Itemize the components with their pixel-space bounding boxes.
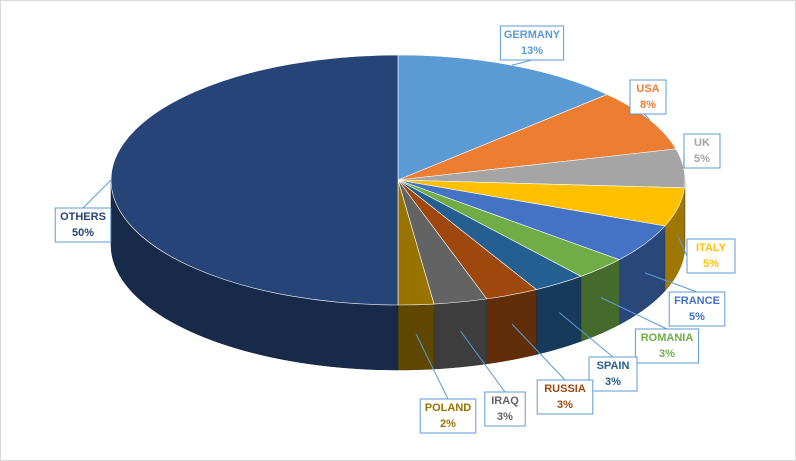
value-label: 5% [694, 153, 710, 165]
value-label: 3% [659, 348, 675, 360]
value-label: 50% [72, 227, 94, 239]
category-label: ITALY [696, 242, 727, 254]
category-label: IRAQ [491, 395, 519, 407]
label-box [629, 79, 667, 115]
leader-line [511, 323, 566, 381]
category-label: ROMANIA [641, 332, 694, 344]
category-label: FRANCE [674, 295, 720, 307]
category-label: RUSSIA [544, 383, 586, 395]
label-box [419, 398, 477, 434]
category-label: USA [636, 83, 659, 95]
leader-line [644, 272, 698, 293]
value-label: 8% [640, 99, 656, 111]
leader-line [82, 179, 112, 209]
leader-line [558, 312, 614, 358]
category-label: POLAND [425, 402, 472, 414]
label-box [683, 133, 721, 169]
label-box [588, 356, 638, 392]
label-box [54, 207, 112, 243]
slice-side [486, 289, 537, 365]
leader-line [677, 236, 688, 257]
leader-line [460, 330, 506, 393]
leader-line [511, 59, 533, 66]
label-box [634, 328, 700, 364]
category-label: UK [694, 137, 710, 149]
value-label: 3% [557, 399, 573, 411]
value-label: 3% [497, 411, 513, 423]
label-box [668, 291, 726, 327]
pie-slice [397, 54, 608, 181]
category-label: OTHERS [60, 211, 106, 223]
value-label: 5% [689, 311, 705, 323]
label-box [536, 379, 594, 415]
slice-side [433, 298, 487, 370]
label-box [499, 25, 565, 61]
value-label: 5% [703, 258, 719, 270]
value-label: 2% [440, 418, 456, 430]
leader-line [600, 297, 668, 330]
category-label: SPAIN [597, 360, 630, 372]
value-label: 3% [605, 376, 621, 388]
category-label: GERMANY [504, 29, 561, 41]
label-box [686, 238, 736, 274]
leader-line [415, 333, 449, 400]
value-label: 13% [521, 45, 543, 57]
label-box [484, 391, 526, 427]
